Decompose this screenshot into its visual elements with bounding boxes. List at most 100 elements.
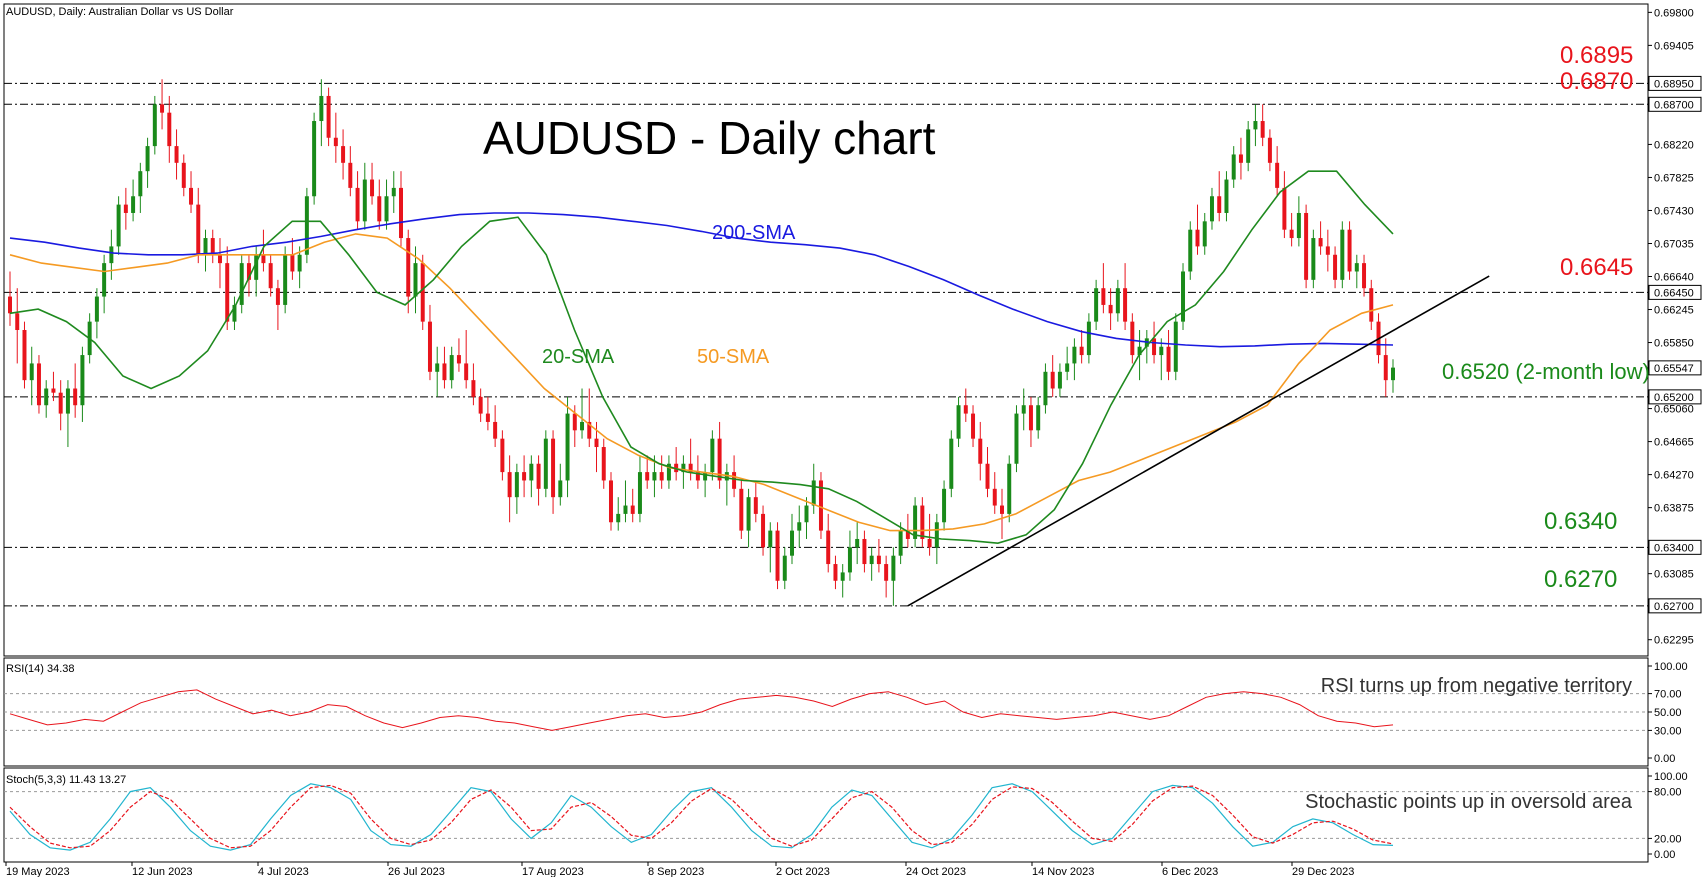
candle	[73, 363, 78, 418]
candle	[1086, 313, 1091, 364]
candle-body	[304, 196, 309, 255]
candle	[898, 522, 903, 565]
candle-body	[1289, 229, 1294, 239]
candle	[485, 396, 490, 431]
candle	[362, 162, 367, 230]
candle	[1391, 359, 1395, 393]
candle	[500, 430, 505, 481]
candle-body	[471, 380, 476, 397]
candle-body	[15, 313, 20, 330]
candle-body	[420, 263, 425, 322]
level-label: 0.6870	[1560, 68, 1633, 95]
stoch-tick-label: 80.00	[1654, 787, 1682, 799]
candle-body	[65, 388, 70, 414]
price-tick-label: 0.69800	[1654, 7, 1694, 19]
candle-body	[268, 263, 273, 289]
candle	[254, 246, 259, 297]
candle-body	[1101, 288, 1106, 305]
price-tag-box	[1648, 96, 1702, 112]
time-axis: 19 May 2023 12 Jun 2023 4 Jul 2023 26 Jul 2…	[5, 862, 1354, 878]
candle	[196, 187, 201, 264]
candle-body	[181, 162, 186, 188]
candle-body	[225, 263, 230, 322]
candle-body	[261, 254, 266, 264]
price-tick-label: 0.68700	[1654, 99, 1694, 111]
candle	[1115, 279, 1120, 322]
candle-body	[782, 555, 787, 581]
candle-body	[391, 187, 396, 197]
candle	[913, 497, 918, 548]
candle-body	[1347, 229, 1352, 272]
candle	[529, 455, 534, 498]
candle-body	[326, 95, 331, 138]
candle-body	[1014, 413, 1019, 464]
candle	[399, 171, 403, 247]
candle-body	[739, 488, 744, 531]
candle	[8, 271, 12, 326]
candle-body	[551, 438, 556, 498]
time-tick-label: 12 Jun 2023	[132, 866, 193, 877]
rsi-tick-label: 30.00	[1654, 725, 1682, 737]
candle	[1362, 254, 1367, 297]
candle	[65, 380, 70, 448]
candle-body	[1036, 405, 1041, 431]
symbol-info: AUDUSD, Daily: Australian Dollar vs US D…	[6, 6, 234, 18]
candle-body	[239, 263, 244, 305]
candle	[123, 187, 128, 230]
candle-body	[275, 288, 280, 305]
rsi-tick-label: 100.00	[1654, 661, 1688, 673]
candle	[138, 162, 143, 213]
level-label: 0.6340	[1544, 508, 1617, 535]
candle-body	[500, 438, 505, 473]
candle	[869, 547, 874, 581]
price-tag-box	[1648, 598, 1702, 614]
candle	[456, 338, 461, 372]
candle	[145, 137, 150, 188]
candle-body	[203, 238, 208, 255]
candle-body	[666, 463, 671, 481]
candle-body	[645, 472, 650, 481]
candle	[203, 229, 208, 272]
candle	[131, 179, 136, 222]
price-tick-label: 0.65200	[1654, 392, 1694, 404]
candle-body	[413, 263, 418, 297]
candle	[992, 472, 997, 514]
candle-body	[399, 187, 403, 239]
candle-body	[123, 204, 128, 213]
candle-body	[1325, 246, 1330, 255]
candle	[637, 455, 642, 523]
price-tick-label: 0.69405	[1654, 40, 1694, 52]
candle	[971, 405, 976, 448]
candle	[1166, 330, 1171, 381]
candle-body	[1383, 355, 1388, 381]
candle-body	[637, 472, 642, 514]
candle-body	[8, 296, 12, 314]
candle	[449, 346, 454, 389]
candle	[319, 79, 324, 147]
candle-body	[920, 505, 925, 539]
candle-body	[160, 104, 165, 113]
candle	[717, 421, 722, 489]
candle-body	[710, 438, 715, 473]
candle	[261, 229, 266, 272]
candle	[427, 304, 432, 381]
candle	[1094, 279, 1099, 330]
candle-body	[1202, 221, 1207, 247]
candle	[1289, 212, 1294, 247]
stoch-main-line	[9, 783, 1394, 851]
candle	[514, 463, 519, 514]
candle	[681, 455, 686, 489]
moving-averages	[9, 170, 1490, 607]
candle	[956, 396, 961, 448]
time-tick-label: 14 Nov 2023	[1032, 866, 1094, 877]
candle	[1253, 104, 1258, 147]
candle	[44, 380, 49, 418]
candle-body	[485, 413, 490, 422]
candle	[1159, 338, 1164, 381]
time-tick-label: 29 Dec 2023	[1292, 866, 1354, 877]
candle-body	[572, 413, 577, 431]
price-tick-label: 0.67825	[1654, 172, 1694, 184]
candle	[927, 513, 932, 556]
price-tick-label: 0.67430	[1654, 205, 1694, 217]
candle	[174, 129, 179, 180]
